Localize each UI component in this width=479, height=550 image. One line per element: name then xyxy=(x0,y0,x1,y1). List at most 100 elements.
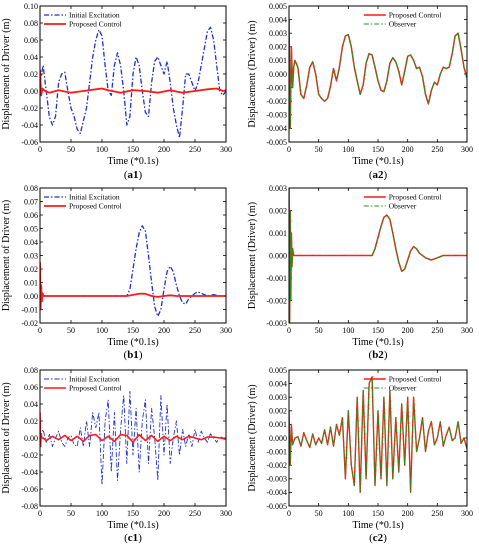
y-tick-label: -0.002 xyxy=(266,461,287,470)
x-tick-label: 300 xyxy=(220,509,232,518)
y-tick-label: 0.03 xyxy=(24,251,38,260)
caption-open: ( xyxy=(124,532,128,544)
x-tick-label: 200 xyxy=(158,509,170,518)
y-tick-label: -0.003 xyxy=(266,111,287,120)
panel-b2: 0 50 100 150 200 250 300 -0.003 -0.002 -0.001 0.00… xyxy=(247,184,473,361)
x-tick-label: 100 xyxy=(96,509,108,518)
series-line-observer xyxy=(289,376,467,493)
y-tick-label: -0.06 xyxy=(21,138,38,147)
plot-frame xyxy=(288,187,468,324)
legend-entry: Proposed Control xyxy=(69,20,122,29)
x-tick-label: 100 xyxy=(342,509,354,518)
caption-close: ) xyxy=(383,532,387,544)
x-tick-label: 300 xyxy=(220,145,232,154)
y-tick-label: 0.001 xyxy=(269,56,287,65)
x-tick-label: 50 xyxy=(67,509,75,518)
x-tick-label: 250 xyxy=(189,509,201,518)
x-tick-label: 50 xyxy=(315,509,323,518)
legend-entry: Initial Excitation xyxy=(69,193,120,202)
y-tick-label: -0.02 xyxy=(21,104,38,113)
x-axis-label: Time (*0.1s) xyxy=(352,520,403,531)
y-tick-label: 0.10 xyxy=(24,2,38,11)
x-axis-label: Time (*0.1s) xyxy=(107,337,158,348)
y-tick-label: -0.004 xyxy=(266,488,287,497)
y-axis-label: Displacement (Driver) (m) xyxy=(247,202,258,309)
x-tick-label: 200 xyxy=(402,145,414,154)
y-tick-label: 0.05 xyxy=(24,224,38,233)
caption-tag: a2 xyxy=(373,169,385,181)
panel-caption: (b1) xyxy=(124,349,143,361)
series-line-observer xyxy=(289,19,467,129)
y-tick-label: -0.001 xyxy=(266,83,287,92)
x-tick-label: 150 xyxy=(127,145,139,154)
y-tick-label: 0.06 xyxy=(24,36,38,45)
plot-frame xyxy=(39,369,227,507)
x-tick-label: 0 xyxy=(38,509,42,518)
y-tick-label: 0.06 xyxy=(24,211,38,220)
caption-close: ) xyxy=(138,532,142,544)
legend-entry: Observer xyxy=(389,20,417,29)
caption-close: ) xyxy=(384,349,388,361)
y-tick-label: 0.04 xyxy=(24,238,38,247)
x-tick-label: 250 xyxy=(189,326,201,335)
x-tick-label: 50 xyxy=(67,326,75,335)
x-tick-label: 0 xyxy=(287,326,291,335)
y-tick-label: -0.004 xyxy=(266,124,287,133)
y-tick-label: -0.08 xyxy=(21,502,38,511)
y-tick-label: -0.04 xyxy=(21,468,38,477)
legend-entry: Proposed Control xyxy=(69,384,122,393)
y-tick-label: 0.003 xyxy=(269,393,287,402)
x-tick-label: 300 xyxy=(461,509,473,518)
x-tick-label: 200 xyxy=(402,326,414,335)
x-axis-label: Time (*0.1s) xyxy=(107,520,158,531)
series-line-proposed-control xyxy=(289,376,467,494)
y-tick-label: 0.02 xyxy=(24,70,38,79)
panel-c1: 0 50 100 150 200 250 300 -0.08 -0.06 -0.04 -0.02 0.… xyxy=(1,366,232,544)
caption-tag: b2 xyxy=(372,349,384,361)
y-tick-label: -0.06 xyxy=(21,485,38,494)
x-tick-label: 0 xyxy=(38,326,42,335)
caption-open: ( xyxy=(124,169,128,181)
x-axis-label: Time (*0.1s) xyxy=(352,156,403,167)
caption-tag: c2 xyxy=(373,532,384,544)
y-tick-label: 0.02 xyxy=(24,265,38,274)
y-tick-label: -0.002 xyxy=(266,296,287,305)
y-tick-label: 0.08 xyxy=(24,19,38,28)
y-tick-label: -0.02 xyxy=(21,451,38,460)
x-tick-label: 200 xyxy=(158,145,170,154)
panel-caption: (a1) xyxy=(124,169,143,181)
x-tick-label: 150 xyxy=(127,509,139,518)
legend-entry: Initial Excitation xyxy=(69,375,120,384)
caption-tag: b1 xyxy=(127,349,139,361)
panel-c2: 0 50 100 150 200 250 300 -0.005 -0.004 -0.003 -0.0… xyxy=(247,366,473,544)
x-tick-label: 150 xyxy=(127,326,139,335)
caption-close: ) xyxy=(139,349,143,361)
panel-a1: 0 50 100 150 200 250 300 -0.06 -0.04 -0.02 0.00 0.0… xyxy=(1,2,232,181)
y-tick-label: -0.005 xyxy=(266,502,287,511)
x-tick-label: 50 xyxy=(67,145,75,154)
y-tick-label: 0.02 xyxy=(24,417,38,426)
y-tick-label: 0.00 xyxy=(24,434,38,443)
x-tick-label: 150 xyxy=(372,509,384,518)
y-tick-label: 0.01 xyxy=(24,278,38,287)
y-tick-label: -0.01 xyxy=(21,305,38,314)
x-tick-label: 50 xyxy=(315,145,323,154)
caption-open: ( xyxy=(124,349,128,361)
y-tick-label: 0.004 xyxy=(269,379,287,388)
x-tick-label: 100 xyxy=(96,145,108,154)
y-tick-label: 0.04 xyxy=(24,400,38,409)
plot-frame xyxy=(288,369,468,507)
caption-close: ) xyxy=(384,169,388,181)
y-tick-label: 0.000 xyxy=(269,251,287,260)
caption-tag: c1 xyxy=(128,532,138,544)
x-tick-label: 0 xyxy=(287,509,291,518)
caption-tag: a1 xyxy=(128,169,139,181)
x-tick-label: 50 xyxy=(315,326,323,335)
series-line-proposed-control xyxy=(40,69,226,97)
y-tick-label: 0.001 xyxy=(269,420,287,429)
x-tick-label: 250 xyxy=(431,509,443,518)
x-tick-label: 250 xyxy=(189,145,201,154)
y-tick-label: 0.002 xyxy=(269,407,287,416)
y-tick-label: 0.000 xyxy=(269,434,287,443)
